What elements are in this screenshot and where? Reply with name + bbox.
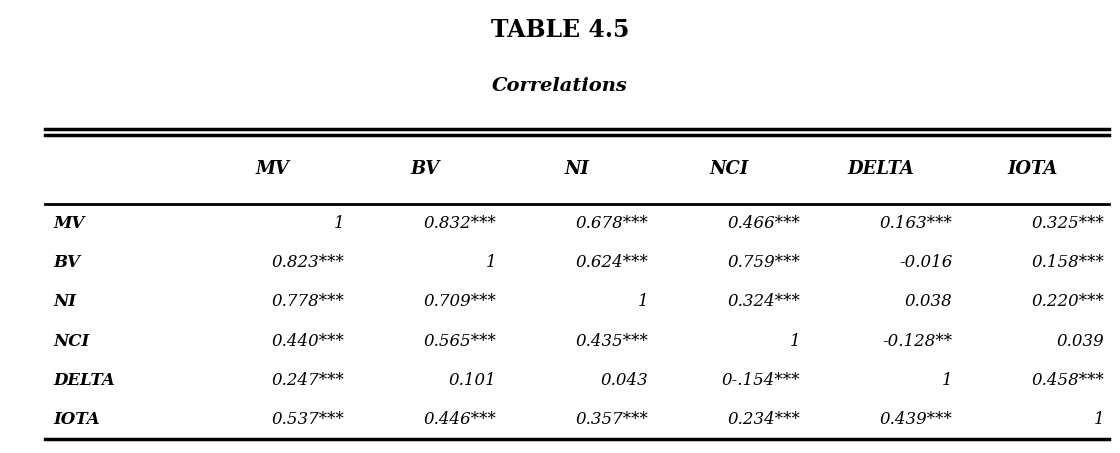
Text: 0.537***: 0.537*** — [271, 411, 344, 428]
Text: BV: BV — [410, 160, 439, 178]
Text: 0.163***: 0.163*** — [879, 215, 952, 232]
Text: DELTA: DELTA — [54, 372, 115, 389]
Text: -0.016: -0.016 — [899, 254, 952, 271]
Text: 0.043: 0.043 — [600, 372, 648, 389]
Text: NI: NI — [564, 160, 589, 178]
Text: 0-.154***: 0-.154*** — [721, 372, 801, 389]
Text: 0.823***: 0.823*** — [271, 254, 344, 271]
Text: 0.439***: 0.439*** — [879, 411, 952, 428]
Text: NCI: NCI — [54, 333, 90, 350]
Text: 0.357***: 0.357*** — [576, 411, 648, 428]
Text: IOTA: IOTA — [1008, 160, 1058, 178]
Text: TABLE 4.5: TABLE 4.5 — [491, 18, 629, 42]
Text: 0.234***: 0.234*** — [728, 411, 801, 428]
Text: 0.778***: 0.778*** — [271, 294, 344, 310]
Text: 1: 1 — [790, 333, 801, 350]
Text: DELTA: DELTA — [848, 160, 914, 178]
Text: 0.709***: 0.709*** — [423, 294, 496, 310]
Text: 0.324***: 0.324*** — [728, 294, 801, 310]
Text: NI: NI — [54, 294, 77, 310]
Text: 0.435***: 0.435*** — [576, 333, 648, 350]
Text: 0.038: 0.038 — [905, 294, 952, 310]
Text: BV: BV — [54, 254, 81, 271]
Text: 0.832***: 0.832*** — [423, 215, 496, 232]
Text: 0.039: 0.039 — [1056, 333, 1104, 350]
Text: 0.220***: 0.220*** — [1032, 294, 1104, 310]
Text: 0.446***: 0.446*** — [423, 411, 496, 428]
Text: 1: 1 — [334, 215, 344, 232]
Text: 1: 1 — [486, 254, 496, 271]
Text: MV: MV — [54, 215, 85, 232]
Text: NCI: NCI — [709, 160, 748, 178]
Text: 0.325***: 0.325*** — [1032, 215, 1104, 232]
Text: 0.624***: 0.624*** — [576, 254, 648, 271]
Text: 0.466***: 0.466*** — [728, 215, 801, 232]
Text: 0.759***: 0.759*** — [728, 254, 801, 271]
Text: Correlations: Correlations — [492, 77, 628, 95]
Text: 0.440***: 0.440*** — [271, 333, 344, 350]
Text: 1: 1 — [1094, 411, 1104, 428]
Text: IOTA: IOTA — [54, 411, 101, 428]
Text: MV: MV — [255, 160, 290, 178]
Text: -0.128**: -0.128** — [883, 333, 952, 350]
Text: 1: 1 — [942, 372, 952, 389]
Text: 0.247***: 0.247*** — [271, 372, 344, 389]
Text: 0.101: 0.101 — [449, 372, 496, 389]
Text: 0.678***: 0.678*** — [576, 215, 648, 232]
Text: 0.458***: 0.458*** — [1032, 372, 1104, 389]
Text: 0.158***: 0.158*** — [1032, 254, 1104, 271]
Text: 0.565***: 0.565*** — [423, 333, 496, 350]
Text: 1: 1 — [637, 294, 648, 310]
